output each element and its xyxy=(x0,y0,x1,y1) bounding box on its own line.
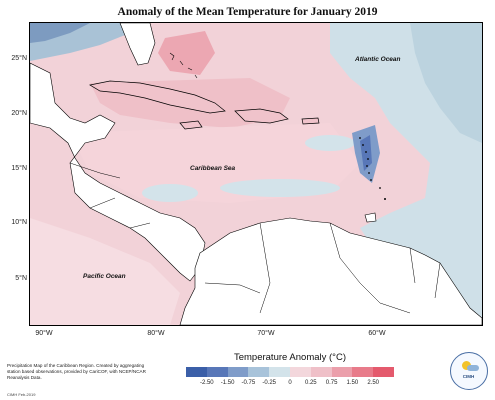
color-scale-swatch xyxy=(269,367,290,377)
lesser-antilles-cold-core xyxy=(360,135,372,171)
color-scale-tick-label: 0.25 xyxy=(304,380,317,386)
south-america-landmass xyxy=(179,217,482,325)
color-scale-bar xyxy=(186,367,394,377)
latitude-label-15n: 15°N xyxy=(11,165,27,172)
anomaly-map-canvas xyxy=(30,23,482,325)
florida-landmass xyxy=(119,23,156,66)
color-scale-tick-label: -1.50 xyxy=(220,380,235,386)
color-scale-swatch xyxy=(373,367,394,377)
hispaniola-cool-eddy xyxy=(305,135,355,151)
legend-title: Temperature Anomaly (°C) xyxy=(233,352,347,363)
color-scale-tick-label: 1.50 xyxy=(346,380,359,386)
cloud-icon xyxy=(467,365,479,371)
cuba-island xyxy=(89,80,226,114)
map-title: Anomaly of the Mean Temperature for Janu… xyxy=(117,6,378,18)
bahamas-warm-area xyxy=(158,31,215,75)
jamaica-island xyxy=(179,120,203,130)
caribbean-cool-eddy-east xyxy=(220,179,340,197)
map-credit: CIMH Feb-2019 xyxy=(7,392,36,397)
map-description: Precipitation Map of the Caribbean Regio… xyxy=(7,363,146,380)
country-borders xyxy=(69,162,441,314)
anomaly-map: Atlantic Ocean Caribbean Sea Pacific Oce… xyxy=(29,22,483,326)
color-scale-swatch xyxy=(248,367,270,377)
gulf-cold-core xyxy=(30,23,90,43)
color-scale-tick-label: -0.75 xyxy=(241,380,256,386)
latitude-label-25n: 25°N xyxy=(11,55,27,62)
hispaniola-island xyxy=(234,108,289,124)
lesser-antilles-islands xyxy=(359,137,386,200)
latitude-label-5n: 5°N xyxy=(15,275,27,282)
color-scale-swatch xyxy=(310,367,332,377)
color-scale-swatch xyxy=(331,367,353,377)
longitude-label-80w: 80°W xyxy=(147,330,165,337)
sun-icon xyxy=(462,361,471,370)
color-scale-tick-label: 0 xyxy=(288,380,292,386)
bahamas-islands xyxy=(169,52,198,79)
longitude-label-70w: 70°W xyxy=(257,330,275,337)
color-scale-tick-label: -2.50 xyxy=(199,380,214,386)
caribbean-sea-label: Caribbean Sea xyxy=(190,165,236,172)
color-scale-swatch xyxy=(289,367,311,377)
color-scale-swatch xyxy=(206,367,228,377)
color-scale-swatch xyxy=(352,367,374,377)
color-scale-tick-label: 0.75 xyxy=(325,380,338,386)
longitude-label-90w: 90°W xyxy=(35,330,53,337)
color-scale-swatch xyxy=(186,367,207,377)
caribbean-cool-eddy-west xyxy=(142,184,198,202)
latitude-label-20n: 20°N xyxy=(11,110,27,117)
cimh-logo: CIMH xyxy=(450,352,488,390)
latitude-label-10n: 10°N xyxy=(11,219,27,226)
color-scale-tick-label: -0.25 xyxy=(262,380,277,386)
color-scale-ticks: -2.50 -1.50 -0.75 -0.25 0 0.25 0.75 1.50 2.50 xyxy=(0,380,495,388)
logo-text: CIMH xyxy=(462,374,475,379)
atlantic-ocean-label: Atlantic Ocean xyxy=(355,56,401,63)
puerto-rico-island xyxy=(301,117,320,125)
atlantic-cooler-area xyxy=(410,23,482,143)
pacific-ocean-label: Pacific Ocean xyxy=(83,273,126,280)
longitude-label-60w: 60°W xyxy=(368,330,386,337)
pacific-warm-area xyxy=(30,218,180,325)
central-america-landmass xyxy=(30,62,206,282)
trinidad-island xyxy=(364,212,377,223)
color-scale-swatch xyxy=(227,367,249,377)
color-scale-tick-label: 2.50 xyxy=(367,380,380,386)
